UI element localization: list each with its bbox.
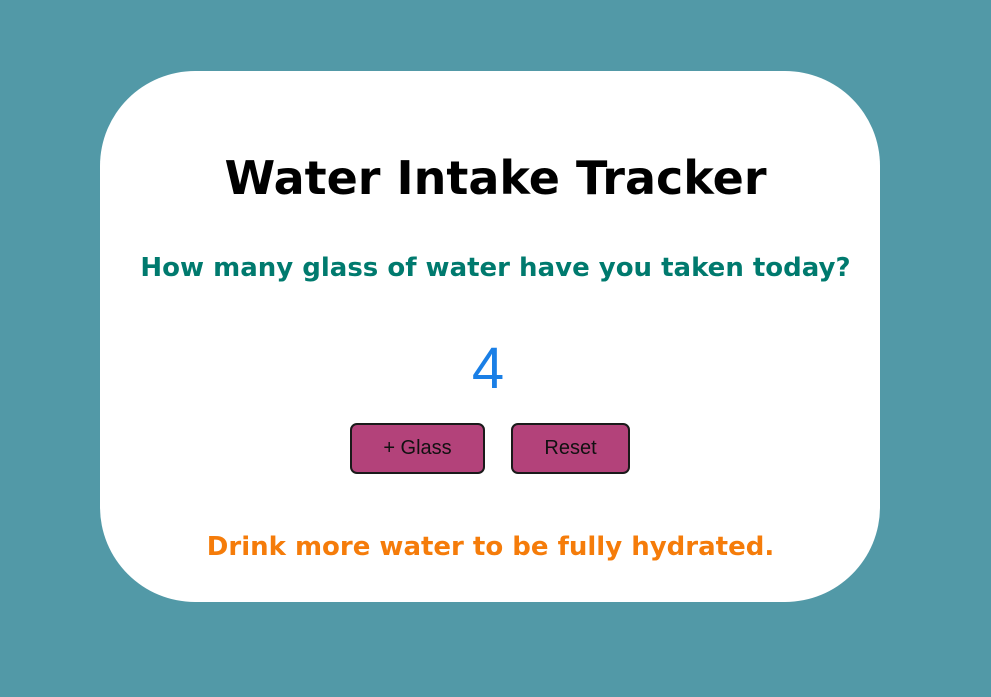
- reset-button[interactable]: Reset: [511, 423, 630, 474]
- hydration-message: Drink more water to be fully hydrated.: [206, 532, 775, 562]
- intake-question: How many glass of water have you taken t…: [140, 253, 851, 283]
- glass-count: 4: [471, 336, 505, 401]
- page-title: Water Intake Tracker: [224, 151, 767, 205]
- add-glass-button[interactable]: + Glass: [350, 423, 485, 474]
- tracker-card: [100, 71, 880, 602]
